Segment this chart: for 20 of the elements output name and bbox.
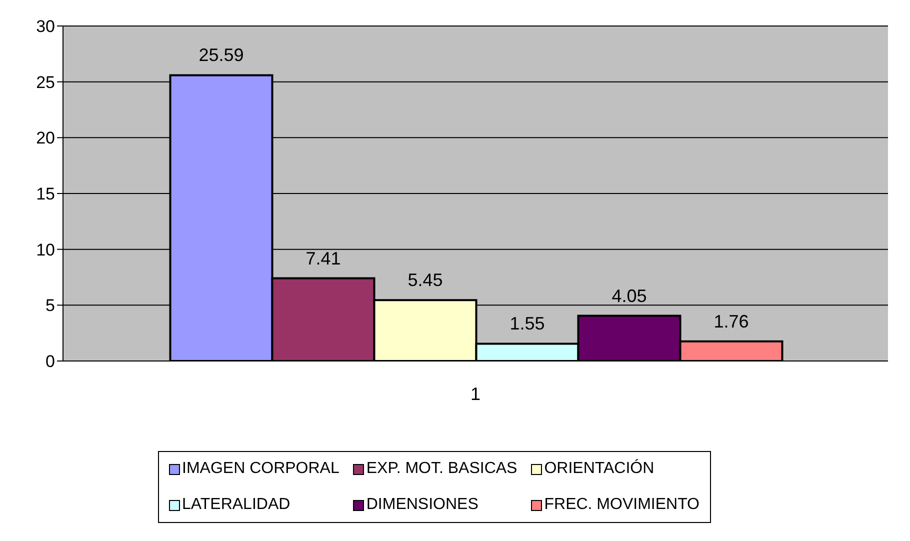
legend-label: FREC. MOVIMIENTO [543, 496, 700, 514]
data-label: 25.59 [198, 45, 244, 66]
data-label: 1.55 [510, 314, 545, 334]
legend-label: LATERALIDAD [181, 496, 292, 514]
y-tick-label: 25 [36, 72, 55, 92]
y-tick-label: 0 [46, 352, 55, 372]
legend-label: EXP. MOT. BASICAS [365, 460, 518, 478]
y-tick-label: 20 [36, 128, 55, 148]
data-label: 4.05 [612, 286, 647, 306]
legend-label: ORIENTACIÓN [543, 460, 656, 478]
y-tick-label: 30 [36, 17, 55, 36]
y-tick-label: 10 [36, 240, 55, 260]
data-label: 1.76 [714, 311, 749, 332]
legend-label: DIMENSIONES [365, 496, 480, 514]
y-tick-label: 15 [36, 184, 55, 204]
legend-label: IMAGEN CORPORAL [181, 460, 340, 478]
data-label: 5.45 [408, 270, 443, 290]
x-tick-label: 1 [470, 384, 481, 404]
data-label: 7.41 [306, 248, 341, 268]
y-tick-label: 5 [46, 296, 55, 316]
